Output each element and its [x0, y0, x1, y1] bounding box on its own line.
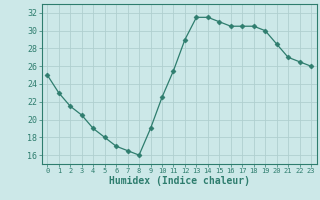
X-axis label: Humidex (Indice chaleur): Humidex (Indice chaleur)	[109, 176, 250, 186]
